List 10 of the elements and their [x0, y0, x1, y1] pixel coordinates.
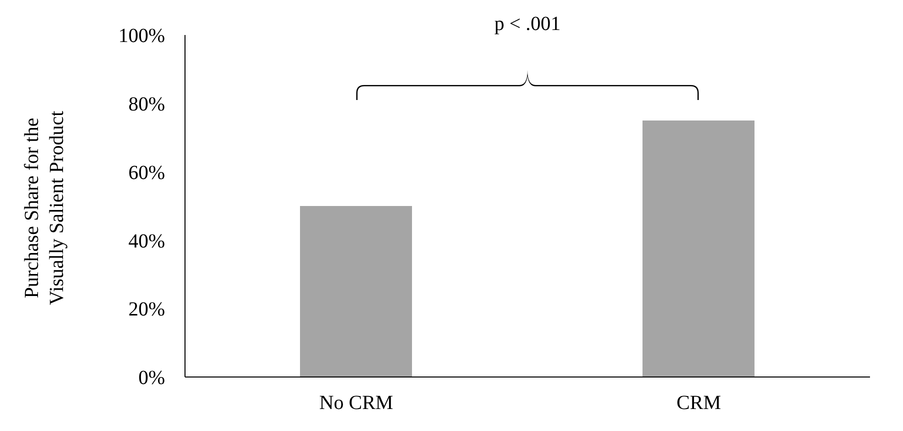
y-tick-label: 0%: [138, 367, 165, 390]
y-tick-label: 80%: [128, 94, 165, 116]
y-tick-label: 20%: [128, 298, 165, 321]
y-tick-label: 40%: [128, 230, 165, 252]
annotation: p < .001: [494, 13, 561, 35]
y-tick-label: 100%: [118, 25, 165, 48]
y-axis-title: Purchase Share for the Visually Salient Product: [21, 110, 68, 306]
x-tick-label: CRM: [676, 392, 722, 414]
x-tick-label: No CRM: [319, 392, 394, 414]
y-tick-label: 60%: [128, 162, 165, 184]
